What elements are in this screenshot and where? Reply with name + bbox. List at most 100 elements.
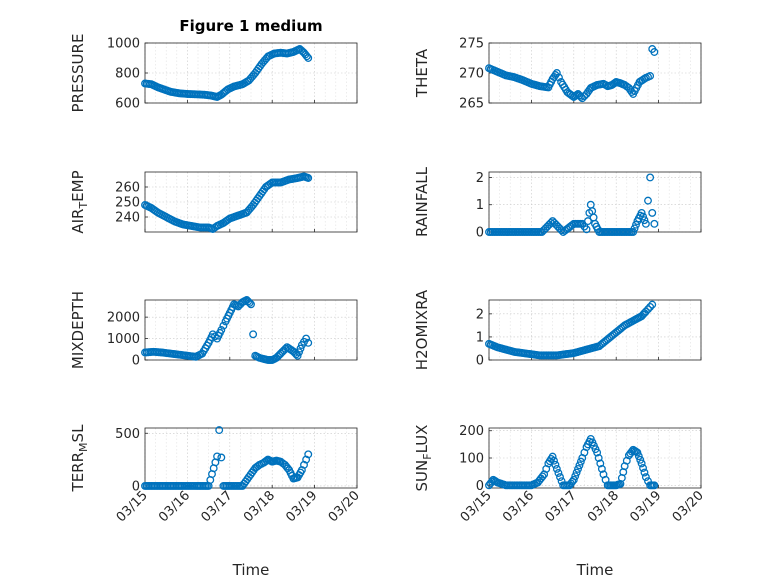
data-point xyxy=(247,300,255,309)
data-point xyxy=(639,464,648,472)
data-point xyxy=(640,468,649,477)
data-point xyxy=(208,330,217,339)
subplot-rainfall: 0 1 2 RAINFALL xyxy=(413,166,702,241)
data-point xyxy=(594,454,603,462)
y-tick-label: 1000 xyxy=(107,332,140,347)
subplot-mixdepth: 0 1000 2000 MIXDEPTH xyxy=(69,291,358,369)
data-point xyxy=(648,208,657,217)
y-axis-label-subscript: M xyxy=(77,442,90,452)
data-point xyxy=(556,473,564,482)
y-tick-label: 2 xyxy=(476,171,484,186)
data-point xyxy=(640,216,649,225)
x-tick-label: 03/18 xyxy=(241,488,278,525)
data-point xyxy=(552,464,561,473)
x-tick-label: 03/20 xyxy=(326,488,363,525)
y-tick-label: 260 xyxy=(115,181,140,196)
data-point xyxy=(644,196,652,205)
data-point xyxy=(637,459,646,468)
y-tick-label: 0 xyxy=(476,479,484,494)
data-point xyxy=(641,307,650,316)
y-axis-label: AIRTEMP xyxy=(69,170,90,233)
y-axis-label: MIXDEPTH xyxy=(69,291,87,369)
y-axis-label-subscript: F xyxy=(421,453,434,459)
data-point xyxy=(548,452,557,461)
y-axis-label: SUNFLUX xyxy=(413,425,434,492)
data-point xyxy=(575,461,584,470)
data-point xyxy=(630,224,639,233)
x-tick-label: 03/15 xyxy=(458,488,495,525)
figure-title: Figure 1 medium xyxy=(179,17,322,35)
y-tick-label: 250 xyxy=(115,196,140,211)
y-tick-label: 240 xyxy=(115,211,140,226)
data-point xyxy=(571,472,580,481)
x-axis-label-left: Time xyxy=(232,561,270,579)
y-tick-label: 275 xyxy=(459,37,484,52)
x-axis-label-right: Time xyxy=(576,561,614,579)
data-point xyxy=(650,48,659,56)
y-axis-label: RAINFALL xyxy=(413,166,431,237)
data-point xyxy=(582,225,591,234)
data-point xyxy=(538,472,547,481)
data-point xyxy=(295,348,304,357)
x-tick-label: 03/19 xyxy=(627,488,664,525)
y-tick-label: 0 xyxy=(132,354,140,369)
data-point xyxy=(596,459,605,468)
data-point xyxy=(574,464,582,473)
y-tick-label: 800 xyxy=(115,67,140,82)
axes-frame xyxy=(144,427,358,489)
x-tick-label: 03/20 xyxy=(670,488,707,525)
y-tick-label: 600 xyxy=(115,97,140,112)
y-tick-label: 0 xyxy=(476,354,484,369)
data-point xyxy=(650,481,659,490)
data-point xyxy=(546,218,555,227)
data-point xyxy=(578,94,587,103)
data-point xyxy=(593,448,602,457)
data-point xyxy=(650,219,659,228)
axes-frame xyxy=(488,299,702,361)
data-point xyxy=(629,228,638,236)
data-point xyxy=(633,448,642,457)
data-point xyxy=(219,321,228,330)
data-point xyxy=(637,208,646,217)
data-point xyxy=(213,452,222,461)
data-point xyxy=(249,330,258,339)
y-tick-label: 1000 xyxy=(107,37,140,52)
subplot-sun-flux: 0 100 200 03/15 03/16 03/17 03/18 03/19 03/20 SUN… xyxy=(413,424,707,525)
data-point xyxy=(217,326,226,334)
y-axis-label-subscript: T xyxy=(77,202,90,210)
data-point xyxy=(551,460,560,469)
data-point xyxy=(293,351,302,360)
y-tick-label: 1 xyxy=(476,198,484,213)
data-point xyxy=(550,456,558,465)
data-point xyxy=(597,464,606,473)
y-tick-label: 2000 xyxy=(107,311,140,326)
data-point xyxy=(304,54,313,62)
x-tick-label: 03/19 xyxy=(283,488,320,525)
x-tick-label: 03/17 xyxy=(543,488,580,525)
y-axis-label: PRESSURE xyxy=(69,34,87,113)
data-point xyxy=(641,219,650,228)
y-axis-label-part: TERR xyxy=(69,452,87,493)
data-point xyxy=(572,468,581,477)
data-point xyxy=(234,302,243,311)
data-point xyxy=(554,469,563,477)
subplot-pressure: 600 800 1000 PRESSURE xyxy=(69,34,358,113)
y-tick-label: 200 xyxy=(459,424,484,439)
y-tick-label: 0 xyxy=(476,226,484,241)
x-tick-label: 03/17 xyxy=(199,488,236,525)
data-point xyxy=(641,473,650,482)
subplot-h2omixra: 0 1 2 H2OMIXRA xyxy=(413,289,702,370)
data-point xyxy=(304,338,313,347)
data-point xyxy=(217,453,226,462)
y-tick-label: 0 xyxy=(132,479,140,494)
data-point xyxy=(639,212,648,221)
y-axis-label-part: EMP xyxy=(69,170,87,201)
data-point xyxy=(302,334,311,343)
data-point xyxy=(648,300,657,309)
y-tick-label: 500 xyxy=(115,427,140,442)
y-tick-label: 270 xyxy=(459,67,484,82)
data-point xyxy=(215,426,224,435)
y-axis-label-part: SUN xyxy=(413,460,431,492)
